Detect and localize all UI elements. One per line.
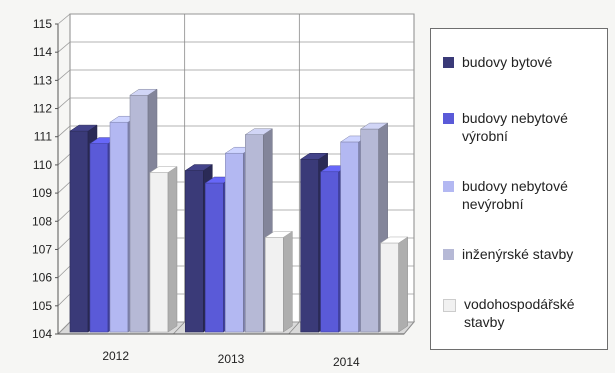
bar-side <box>167 166 178 333</box>
bar-front <box>109 121 129 333</box>
bar-front <box>129 94 149 333</box>
bar-front <box>245 134 264 333</box>
gridline-side <box>57 181 71 194</box>
bar-top <box>379 236 409 244</box>
bar-front <box>185 170 204 333</box>
gridline-side <box>57 265 71 278</box>
bar-front <box>300 158 319 333</box>
legend-item-budovy-nebytove-vyrobni: budovy nebytové výrobní <box>443 109 603 145</box>
bar <box>149 166 178 333</box>
legend-swatch <box>443 249 454 260</box>
gridline-side <box>57 125 71 138</box>
bar-front <box>149 172 169 333</box>
bar-top <box>184 164 214 171</box>
x-tick-label: 2014 <box>333 355 360 369</box>
legend-item-budovy-nebytove-nevyrobni: budovy nebytové nevýrobní <box>443 177 603 213</box>
bar-top <box>129 88 158 96</box>
y-tick-label: 112 <box>33 102 52 116</box>
y-tick-label: 114 <box>33 45 52 59</box>
bar-front <box>205 182 224 333</box>
legend-swatch <box>443 57 454 68</box>
gridline-side <box>57 293 71 307</box>
bar-side <box>398 236 408 333</box>
y-tick-label: 113 <box>33 73 52 87</box>
bar-top <box>149 166 178 173</box>
chart-labels: 104 105 106 107 108 109 110 111 112 113 114 115 2012… <box>32 17 360 369</box>
bar-front <box>320 171 339 333</box>
bar-top <box>69 124 98 132</box>
legend-label: budovy bytové <box>462 54 553 70</box>
y-tick-label: 108 <box>32 214 52 228</box>
legend-swatch <box>443 113 454 124</box>
legend-item-budovy-bytove: budovy bytové <box>443 53 603 71</box>
bar-front <box>69 130 89 333</box>
gridline-side <box>57 321 71 335</box>
gridline-side <box>57 13 71 25</box>
gridline-side <box>57 41 71 53</box>
gridline-floor <box>288 321 300 335</box>
y-tick-label: 104 <box>32 327 52 341</box>
bar-top <box>359 122 389 130</box>
x-tick-label: 2012 <box>102 349 129 363</box>
x-tick-label: 2013 <box>218 352 245 366</box>
chart-legend: budovy bytové budovy nebytové výrobní bu… <box>430 28 608 350</box>
y-tick-label: 111 <box>34 130 53 144</box>
bar-side <box>283 230 293 333</box>
bar-front <box>360 128 379 333</box>
bar-front <box>380 242 399 333</box>
bar <box>379 236 409 333</box>
legend-label: vodohospodářské stavby <box>464 296 575 330</box>
bar <box>264 230 294 333</box>
gridline-side <box>57 237 71 250</box>
gridline-side <box>57 97 71 109</box>
bar-top <box>264 231 294 238</box>
y-tick-label: 115 <box>33 17 52 31</box>
y-tick-label: 110 <box>33 158 52 172</box>
y-tick-label: 105 <box>32 299 52 313</box>
legend-item-vodohospodarske-stavby: vodohospodářské stavby <box>443 295 603 331</box>
bar-top <box>244 128 274 135</box>
legend-swatch <box>443 299 456 312</box>
gridline-side <box>57 209 71 222</box>
chart-bars <box>69 88 409 333</box>
bar-front <box>225 152 244 333</box>
bar-front <box>89 143 109 333</box>
legend-label: inženýrské stavby <box>462 246 574 262</box>
legend-label: budovy nebytové nevýrobní <box>462 178 568 212</box>
gridline-side <box>57 153 71 166</box>
gridline-side <box>57 69 71 81</box>
y-tick-label: 106 <box>32 271 52 285</box>
gridline-floor <box>173 321 185 335</box>
legend-item-inzenyrske-stavby: inženýrské stavby <box>443 245 603 263</box>
bar-front <box>340 141 359 333</box>
y-tick-label: 107 <box>32 242 52 256</box>
legend-label: budovy nebytové výrobní <box>462 110 568 144</box>
chart-axes <box>55 23 404 335</box>
bar-front <box>265 237 284 333</box>
legend-swatch <box>443 181 454 192</box>
y-tick-label: 109 <box>32 186 52 200</box>
bar-top <box>299 153 329 160</box>
